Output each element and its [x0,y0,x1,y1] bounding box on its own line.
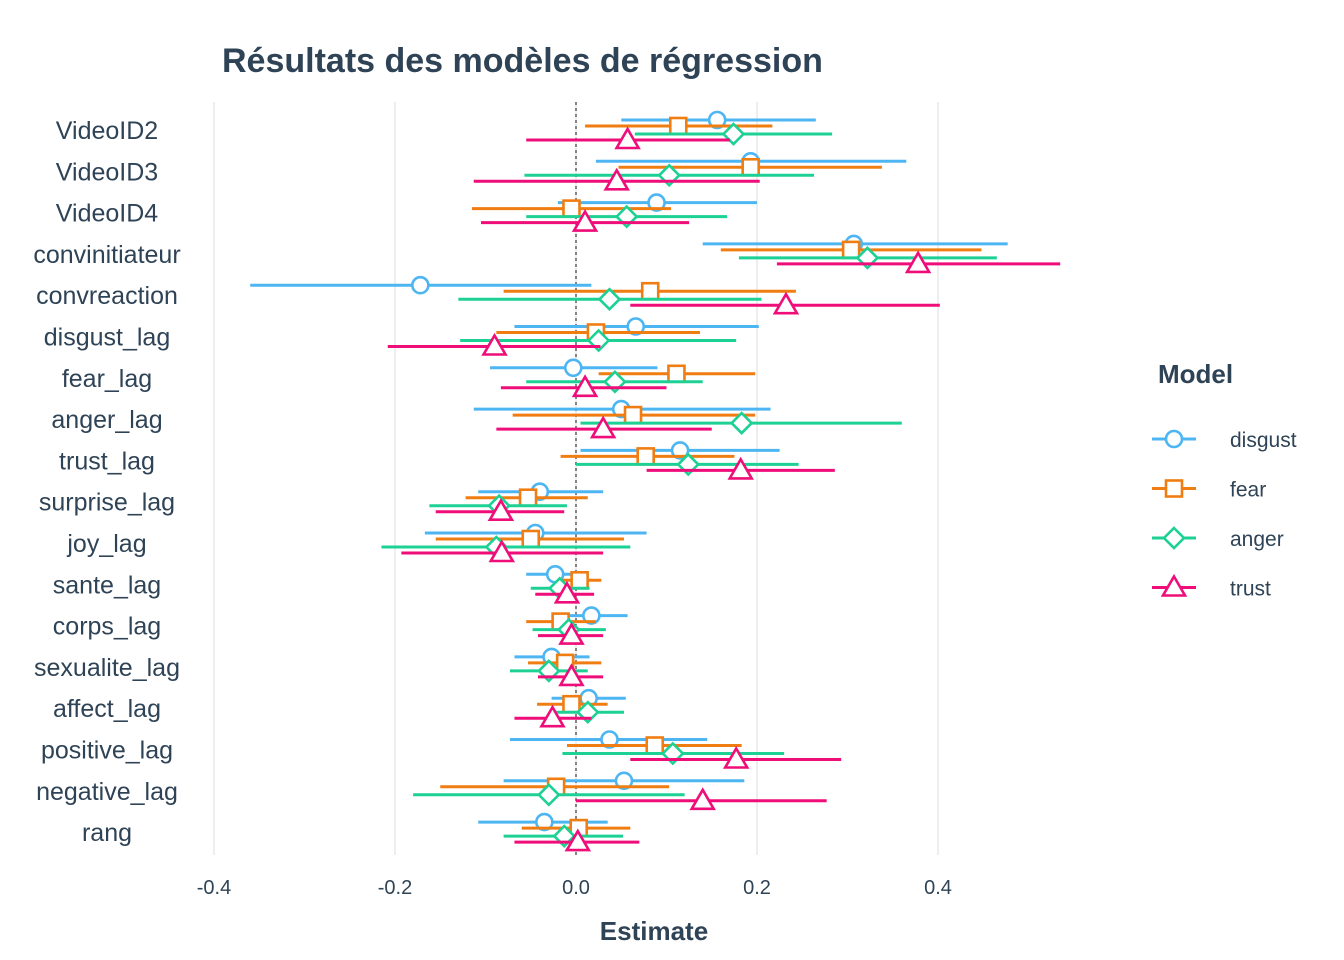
y-tick-label: convinitiateur [33,241,180,269]
estimate-point [772,291,800,315]
estimate-point [487,498,515,522]
estimate-point [411,275,430,295]
y-tick-label: surprise_lag [39,489,175,517]
estimate-point [668,116,688,136]
estimate-point [537,782,561,807]
estimate-point [558,663,585,687]
estimate-point [689,787,716,811]
y-tick-label: corps_lag [53,613,161,641]
estimate-point [670,441,690,460]
y-tick-label: anger_lag [51,406,162,434]
y-tick-label: rang [82,819,132,847]
estimate-point [558,622,585,645]
coefficient-marks [250,110,1061,852]
legend-marker [1162,526,1186,550]
y-tick-label: positive_lag [41,737,173,765]
x-tick-label: 0.4 [924,877,952,899]
estimate-point [645,736,665,755]
legend: Model disgust fear anger trust [1152,359,1297,601]
estimate-point [582,606,601,625]
y-tick-label: VideoID2 [56,117,158,145]
estimate-point [553,580,581,604]
legend-title: Model [1158,359,1233,389]
estimate-point [564,828,592,852]
estimate-point [626,317,646,336]
estimate-point [589,415,617,439]
estimate-point [904,250,932,274]
x-axis-label: Estimate [600,916,708,946]
legend-item-trust: trust [1152,573,1271,601]
estimate-point [667,364,686,384]
estimate-point [571,209,599,232]
estimate-point [562,694,581,714]
estimate-point [535,812,554,832]
y-tick-label: convreaction [36,282,178,310]
estimate-point [614,771,634,791]
legend-marker [1160,573,1188,597]
estimate-point [597,287,622,312]
legend-label: fear [1230,479,1266,502]
legend-label: anger [1230,528,1284,551]
legend-item-fear: fear [1152,479,1266,502]
y-tick-label: trust_lag [59,447,155,475]
y-tick-label: affect_lag [53,695,161,723]
legend-marker [1164,429,1184,449]
series-anger [381,122,997,848]
estimate-point [603,167,630,191]
x-axis-tick-labels: -0.4 -0.2 0.0 0.2 0.4 [197,877,952,899]
y-tick-label: VideoID4 [56,200,158,228]
estimate-point [521,529,541,549]
estimate-point [707,110,727,130]
estimate-point [563,358,583,378]
x-tick-label: -0.4 [197,877,231,899]
legend-item-disgust: disgust [1152,429,1297,452]
y-tick-label: fear_lag [62,365,152,393]
chart-title: Résultats des modèles de régression [222,42,823,80]
y-tick-label: sexualite_lag [34,654,180,682]
series-trust [387,126,1061,852]
estimate-point [571,374,599,398]
estimate-point [518,488,538,508]
x-tick-label: -0.2 [378,877,412,899]
estimate-point [488,539,516,563]
y-tick-label: VideoID3 [56,158,158,186]
legend-marker [1164,479,1184,498]
estimate-point [562,199,581,218]
estimate-point [614,126,641,150]
legend-item-anger: anger [1152,526,1284,551]
x-tick-label: 0.0 [562,877,590,899]
estimate-point [722,745,750,769]
estimate-point [600,730,619,749]
estimate-point [640,281,660,301]
estimate-point [841,240,861,260]
y-tick-label: disgust_lag [44,324,170,352]
x-tick-label: 0.2 [743,877,771,899]
estimate-point [727,456,754,480]
estimate-point [729,411,754,435]
legend-label: trust [1230,578,1271,601]
series-fear [435,116,982,838]
y-tick-label: sante_lag [53,571,161,599]
y-tick-label: joy_lag [66,530,146,558]
legend-label: disgust [1230,429,1297,452]
estimate-point [570,570,589,590]
estimate-point [647,193,666,212]
estimate-point [481,332,508,356]
y-axis-labels: VideoID2 VideoID3 VideoID4 convinitiateur co… [33,117,180,847]
estimate-point [539,704,566,728]
estimate-point [623,405,643,425]
estimate-point [636,447,655,466]
estimate-point [741,158,760,177]
y-tick-label: negative_lag [36,778,178,806]
